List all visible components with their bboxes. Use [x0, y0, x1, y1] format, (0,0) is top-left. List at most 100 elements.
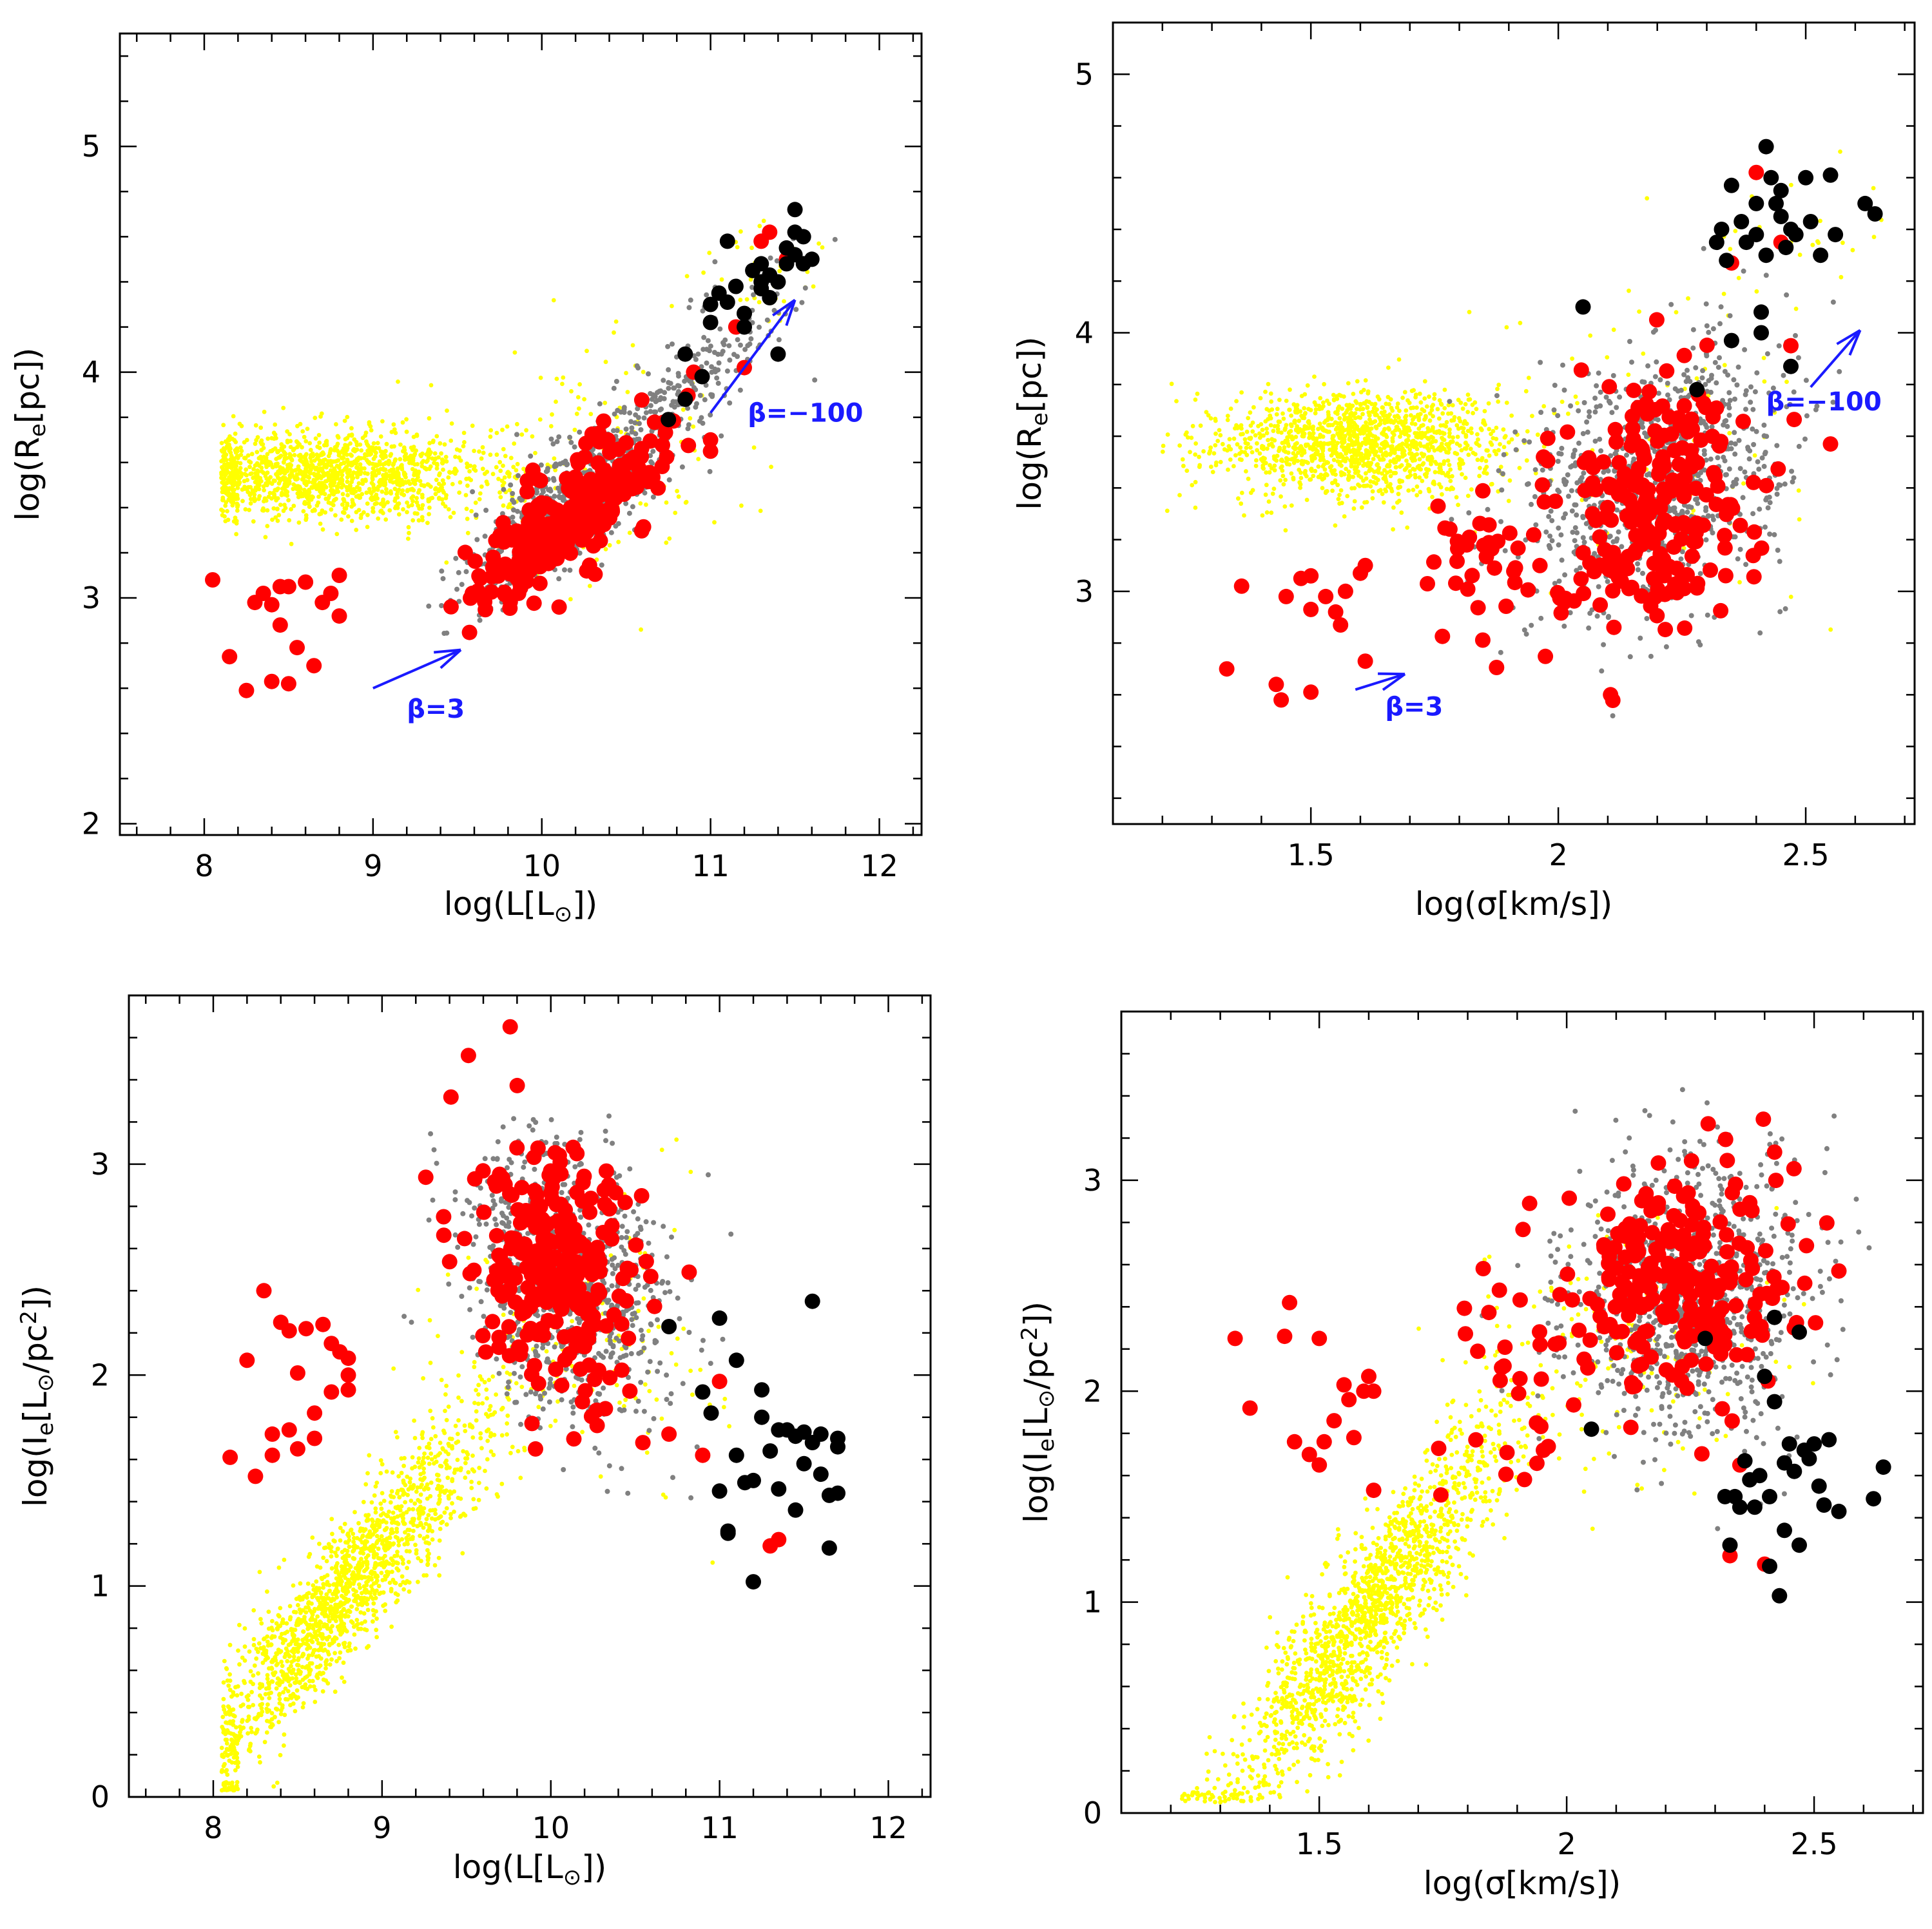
yellow-point	[1298, 485, 1302, 490]
yellow-point	[329, 463, 334, 468]
gray-point	[1701, 452, 1707, 457]
yellow-point	[1415, 484, 1420, 489]
yellow-point	[1388, 459, 1393, 464]
gray-point	[1532, 467, 1538, 473]
yellow-point	[480, 445, 485, 450]
red-point	[280, 579, 296, 595]
red-point	[289, 640, 305, 656]
yellow-point	[1293, 410, 1298, 415]
gray-point	[555, 485, 561, 491]
yellow-point	[1850, 247, 1855, 253]
yellow-point	[414, 434, 420, 438]
yellow-point	[499, 478, 505, 483]
yellow-point	[1337, 435, 1342, 439]
yellow-point	[1197, 454, 1201, 459]
yellow-point	[1447, 446, 1452, 452]
yellow-point	[1260, 513, 1265, 518]
yellow-point	[1207, 451, 1212, 456]
yellow-point	[395, 469, 400, 474]
gray-point	[643, 410, 649, 416]
yellow-point	[336, 465, 342, 470]
yellow-point	[1420, 423, 1425, 428]
yellow-point	[278, 503, 283, 507]
yellow-point	[1248, 436, 1253, 440]
gray-point	[1540, 467, 1545, 473]
gray-point	[1743, 407, 1748, 412]
red-point	[613, 457, 630, 474]
yellow-point	[1375, 394, 1380, 399]
yellow-point	[1365, 483, 1370, 488]
gray-point	[1748, 399, 1753, 405]
yellow-point	[400, 479, 405, 485]
yellow-point	[264, 456, 269, 461]
yellow-point	[383, 453, 388, 458]
red-point	[511, 553, 527, 569]
yellow-point	[1475, 432, 1480, 437]
yellow-point	[291, 448, 296, 453]
yellow-point	[1722, 363, 1727, 368]
gray-point	[708, 412, 713, 417]
yellow-point	[1333, 523, 1338, 528]
yellow-point	[235, 503, 240, 508]
red-point	[635, 519, 652, 535]
yellow-point	[1283, 439, 1288, 445]
yellow-point	[370, 475, 375, 481]
yellow-point	[1394, 425, 1399, 429]
yellow-point	[304, 481, 309, 486]
yellow-point	[1469, 487, 1474, 492]
yellow-point	[1233, 453, 1238, 457]
yellow-point	[1446, 403, 1451, 408]
gray-point	[716, 360, 722, 366]
yellow-point	[1373, 425, 1378, 429]
yellow-point	[1277, 446, 1282, 451]
yellow-point	[449, 421, 454, 426]
gray-point	[1709, 424, 1715, 430]
yellow-point	[1409, 406, 1414, 410]
yellow-point	[748, 277, 753, 282]
gray-point	[1757, 506, 1763, 512]
yellow-point	[1440, 430, 1445, 435]
gray-point	[545, 468, 550, 474]
gray-point	[515, 508, 520, 514]
gray-point	[1699, 375, 1705, 381]
yellow-point	[1225, 417, 1230, 423]
gray-point	[671, 385, 677, 391]
yellow-point	[1417, 475, 1422, 480]
yellow-point	[359, 448, 364, 453]
gray-point	[562, 567, 567, 573]
yellow-point	[385, 500, 390, 504]
gray-point	[456, 570, 461, 575]
gray-point	[704, 292, 710, 298]
red-point	[280, 676, 296, 692]
yellow-point	[1380, 457, 1385, 462]
yellow-point	[389, 491, 394, 496]
yellow-point	[313, 436, 318, 441]
gray-point	[1569, 508, 1575, 514]
yellow-point	[1403, 417, 1408, 423]
gray-point	[749, 285, 755, 290]
yellow-point	[1297, 427, 1302, 432]
gray-point	[1648, 653, 1654, 659]
yellow-point	[1295, 459, 1300, 463]
yellow-point	[1242, 437, 1248, 442]
yellow-point	[294, 474, 299, 479]
gray-point	[693, 404, 699, 410]
yellow-point	[1210, 470, 1215, 474]
yellow-point	[1373, 419, 1378, 424]
yellow-point	[1318, 432, 1323, 437]
gray-point	[548, 436, 554, 442]
yellow-point	[1460, 406, 1465, 411]
yellow-point	[1263, 419, 1268, 424]
yellow-point	[1752, 453, 1757, 458]
yellow-point	[1186, 435, 1190, 440]
gray-point	[670, 341, 675, 347]
gray-point	[1624, 452, 1629, 458]
yellow-point	[1290, 437, 1295, 442]
yellow-point	[1637, 309, 1642, 314]
gray-point	[551, 477, 557, 483]
yellow-point	[1331, 397, 1337, 402]
gray-point	[650, 392, 656, 398]
gray-point	[724, 368, 730, 374]
gray-point	[676, 383, 682, 389]
yellow-point	[1359, 452, 1364, 456]
